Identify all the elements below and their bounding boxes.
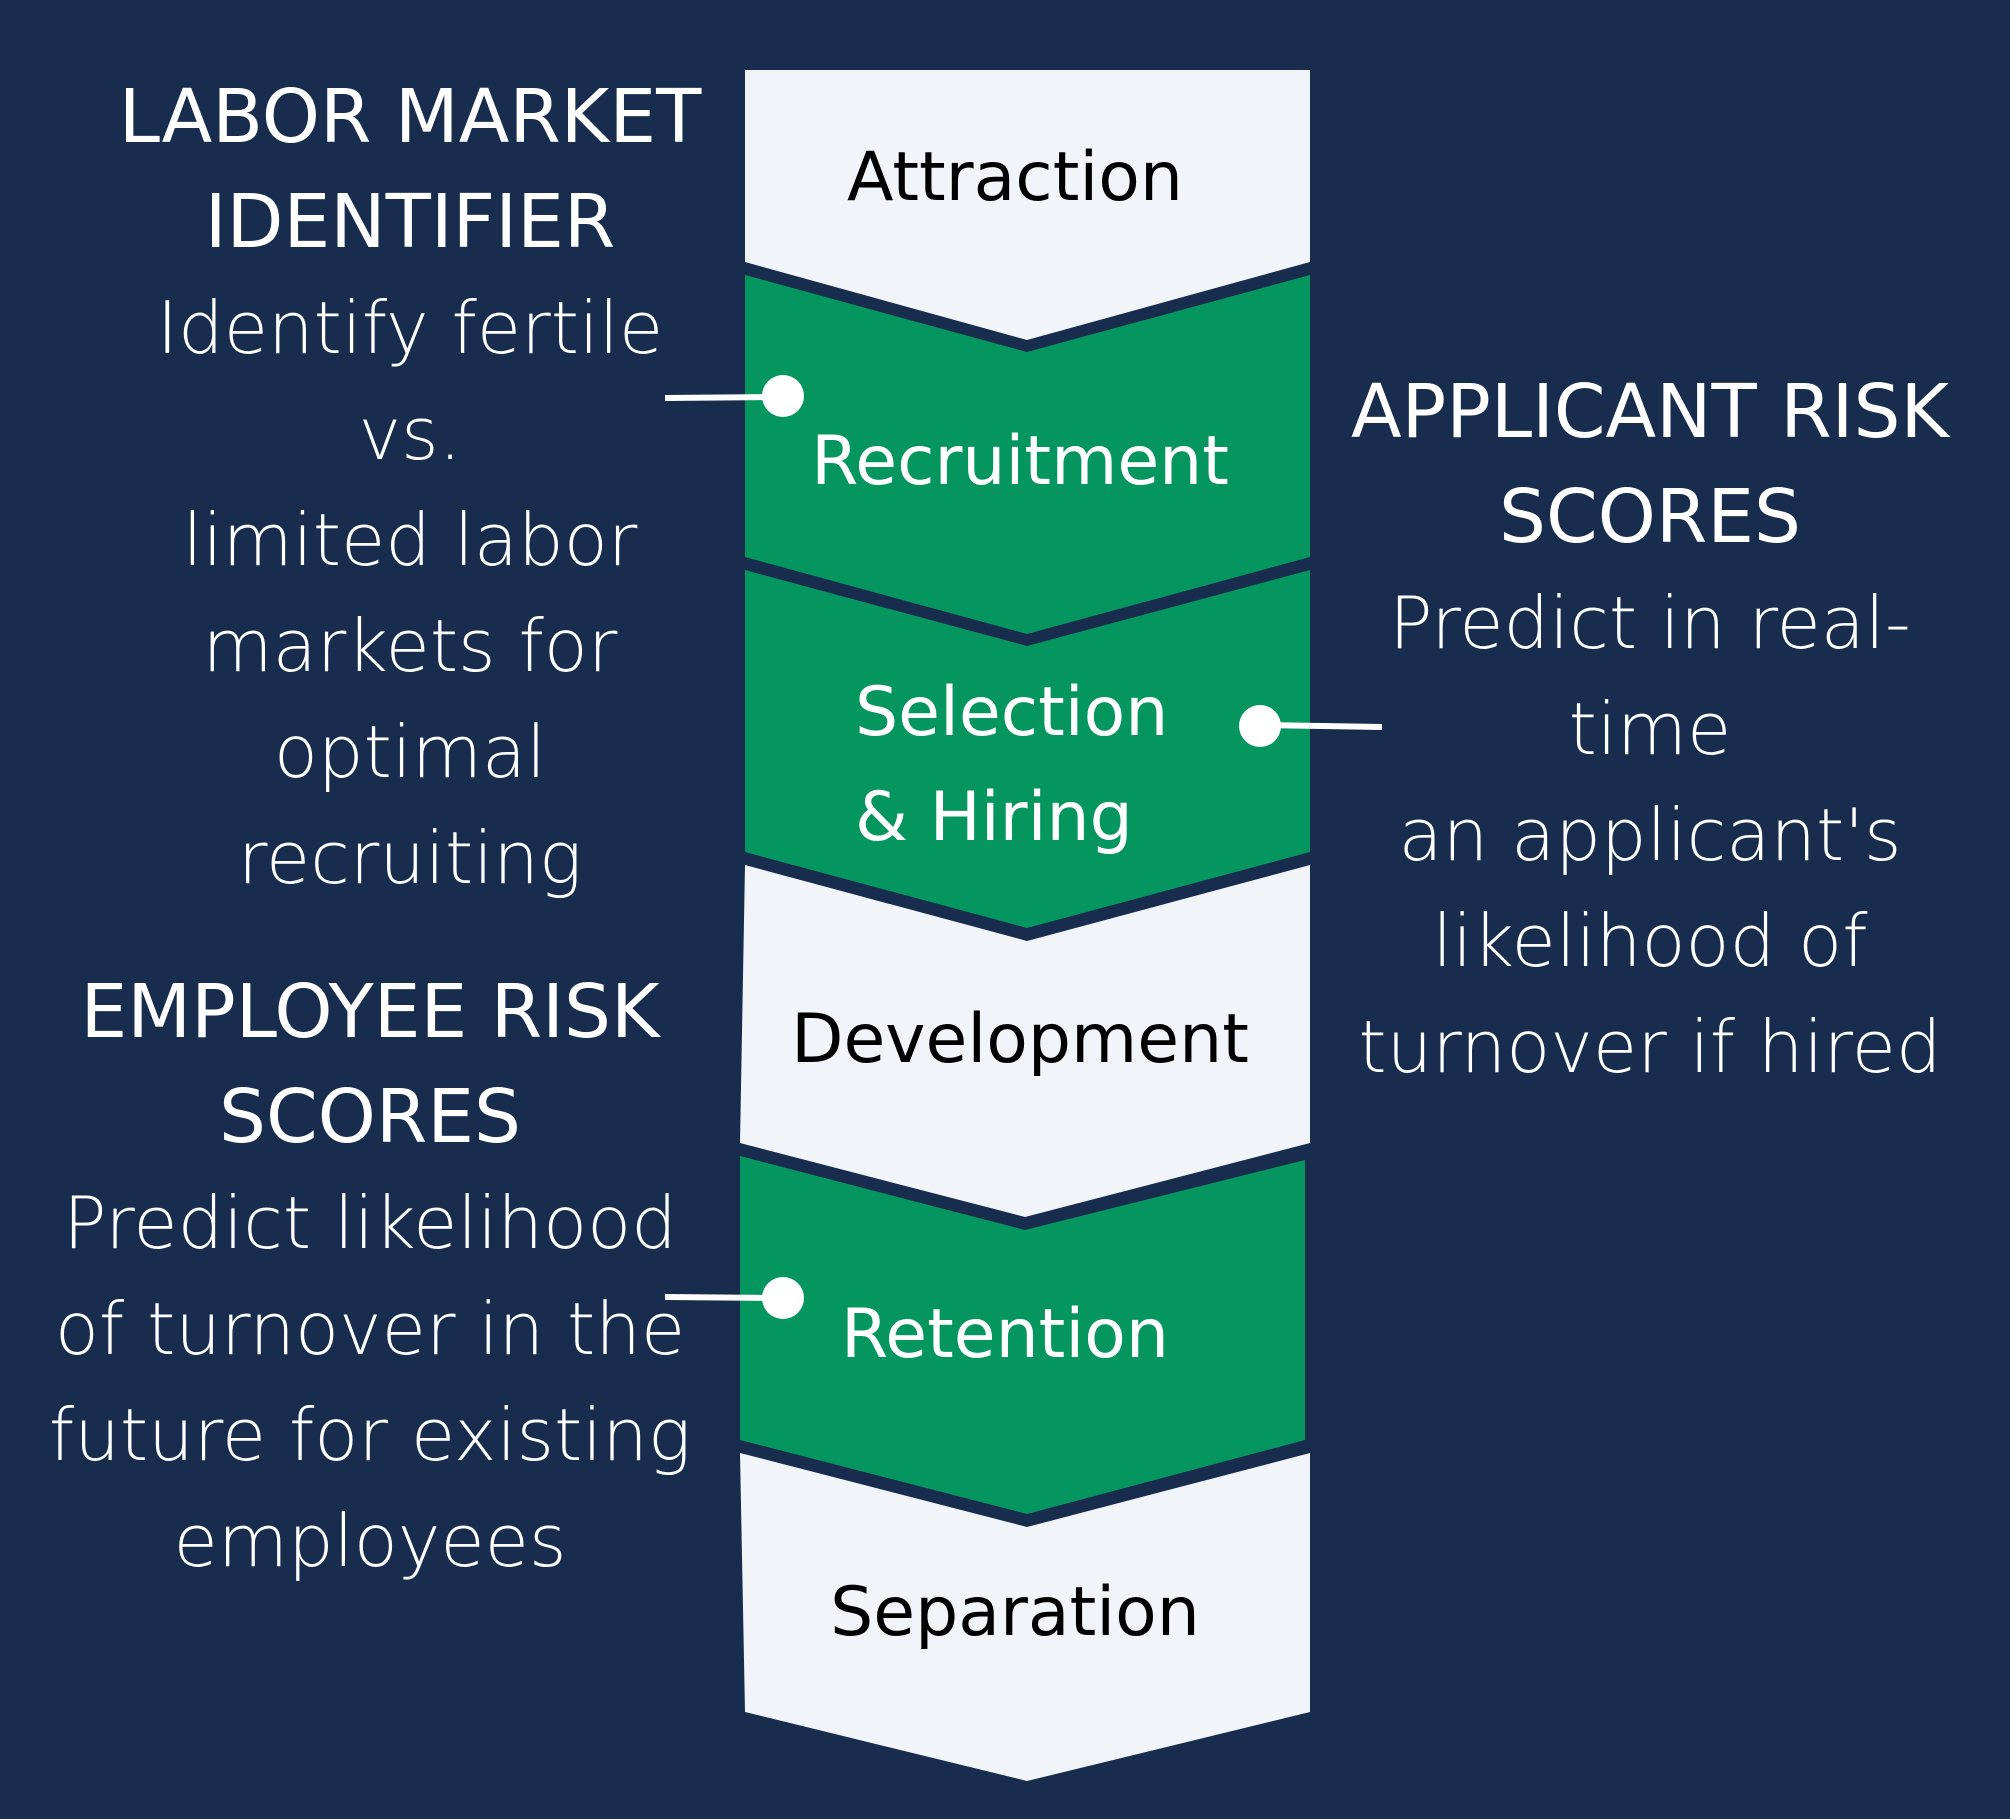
- stage-hiring-label: & Hiring: [855, 778, 1133, 857]
- stage-attraction-shape: [745, 70, 1310, 340]
- employee-risk-body-line-2: of turnover in the: [54, 1287, 686, 1371]
- applicant-risk-body-line-3: likelihood of: [1432, 899, 1868, 983]
- stage-recruitment-label: Recruitment: [811, 422, 1229, 501]
- applicant-risk-connector-dot: [1239, 705, 1281, 747]
- stage-attraction-label: Attraction: [847, 138, 1183, 217]
- stage-selection-hiring-shape: [745, 570, 1310, 928]
- stage-selection-label: Selection: [855, 673, 1168, 752]
- labor-market-body-line-4: optimal recruiting: [237, 710, 583, 900]
- labor-market-heading-line-1: LABOR MARKET: [118, 74, 702, 160]
- employee-risk-body-line-3: future for existing: [48, 1393, 692, 1477]
- employee-risk-body-line-1: Predict likelihood: [63, 1181, 677, 1265]
- employee-risk-body-line-4: employees: [173, 1499, 567, 1583]
- stage-retention-shape: [740, 1156, 1305, 1514]
- labor-market-connector-dot: [762, 375, 804, 417]
- applicant-risk-annotation: APPLICANT RISK SCORES Predict in real-ti…: [1315, 360, 1985, 1100]
- labor-market-body-line-3: markets for: [202, 604, 618, 688]
- employee-risk-heading-line-2: SCORES: [218, 1074, 522, 1160]
- employee-risk-heading-line-1: EMPLOYEE RISK: [80, 969, 660, 1055]
- stage-separation-label: Separation: [830, 1573, 1200, 1652]
- stage-recruitment-shape: [745, 275, 1310, 634]
- stage-development-shape: [740, 865, 1310, 1217]
- labor-market-body-line-1: Identify fertile vs.: [156, 286, 664, 476]
- applicant-risk-heading-line-1: APPLICANT RISK: [1350, 369, 1950, 455]
- labor-market-annotation: LABOR MARKET IDENTIFIER Identify fertile…: [95, 65, 725, 911]
- labor-market-body-line-2: limited labor: [182, 498, 638, 582]
- applicant-risk-body-line-4: turnover if hired: [1358, 1005, 1942, 1089]
- stage-development-label: Development: [791, 1000, 1249, 1079]
- employee-risk-connector-dot: [762, 1277, 804, 1319]
- applicant-risk-body-line-1: Predict in real-time: [1389, 581, 1911, 771]
- stage-retention-label: Retention: [841, 1295, 1169, 1374]
- applicant-risk-body-line-2: an applicant's: [1398, 793, 1902, 877]
- stage-separation-shape: [740, 1453, 1310, 1781]
- labor-market-heading-line-2: IDENTIFIER: [204, 179, 616, 265]
- employee-risk-annotation: EMPLOYEE RISK SCORES Predict likelihood …: [30, 960, 710, 1594]
- applicant-risk-heading-line-2: SCORES: [1498, 474, 1802, 560]
